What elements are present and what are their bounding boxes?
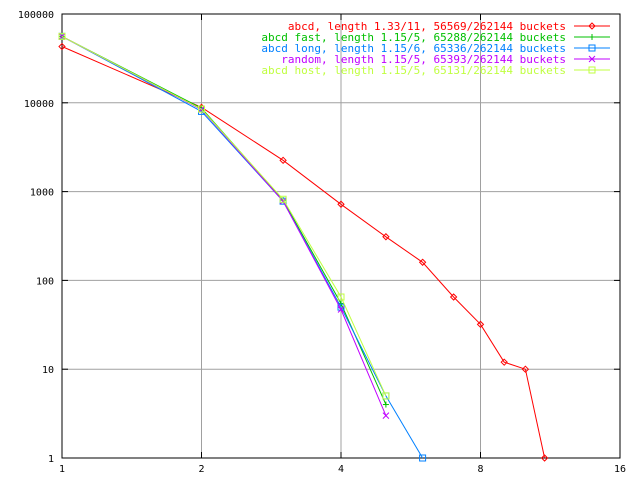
legend-entry: abcd host, length 1.15/5, 65131/262144 b… [261,64,610,77]
grid-lines [62,14,620,458]
data-point [540,454,549,462]
x-tick-label: 8 [477,464,483,475]
x-tick-label: 16 [614,464,626,475]
y-tick-label: 100 [36,276,54,287]
legend-entry: abcd, length 1.33/11, 56569/262144 bucke… [288,20,610,33]
data-point [382,401,389,408]
legend-entry: abcd fast, length 1.15/5, 65288/262144 b… [261,31,610,44]
series-line [61,35,387,397]
y-tick-label: 1000 [30,188,54,199]
legend-label: abcd, length 1.33/11, 56569/262144 bucke… [288,20,566,33]
legend: abcd, length 1.33/11, 56569/262144 bucke… [261,20,610,77]
data-point [588,22,596,30]
data-point [279,156,287,165]
data-point [588,44,596,52]
data-point [449,293,458,301]
data-point [58,32,66,40]
data-point [588,66,596,74]
x-tick-label: 4 [338,464,344,475]
series-2 [59,33,389,408]
data-point [476,320,485,329]
series-line [61,35,387,405]
x-tick-label: 2 [198,464,204,475]
data-point [588,55,596,63]
axis-ticks: 1 2 4 8 16 1 10 100 1000 10000 100000 [18,10,626,475]
series-layer [58,32,549,462]
data-point [382,392,390,400]
data-point [337,306,345,313]
data-point [418,258,427,266]
data-point [500,358,508,366]
data-point [58,42,66,51]
data-point [382,412,390,419]
data-point [198,105,205,113]
data-point [521,365,530,373]
data-point [58,33,66,40]
data-point [382,233,390,241]
y-tick-label: 10 [42,365,54,376]
series-line [61,35,424,459]
data-point [337,293,345,301]
series-line [61,35,387,416]
x-tick-label: 1 [59,464,65,475]
y-tick-label: 10000 [24,99,54,110]
series-line [61,46,546,459]
series-5 [58,32,390,400]
series-3 [58,32,427,462]
legend-label: random, length 1.15/5, 65393/262144 buck… [281,53,566,66]
data-point [279,195,287,203]
data-point [589,34,595,40]
legend-entry: abcd long, length 1.15/6, 65336/262144 b… [261,42,610,55]
data-point [337,200,345,208]
y-tick-label: 1 [48,454,54,465]
series-4 [58,33,390,419]
legend-label: abcd long, length 1.15/6, 65336/262144 b… [261,42,566,55]
series-1 [58,42,549,462]
legend-label: abcd fast, length 1.15/5, 65288/262144 b… [261,31,566,44]
data-point [419,454,427,462]
legend-entry: random, length 1.15/5, 65393/262144 buck… [281,53,610,66]
legend-label: abcd host, length 1.15/5, 65131/262144 b… [261,64,566,77]
y-tick-label: 100000 [18,10,54,21]
